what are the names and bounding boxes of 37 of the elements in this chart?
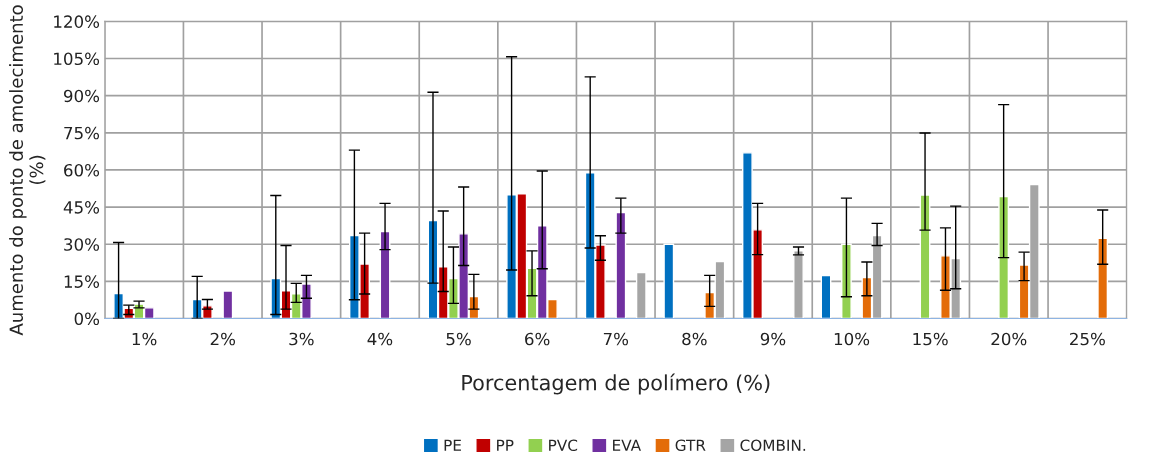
x-tick-label: 20% (991, 332, 1027, 346)
legend-label: GTR (675, 439, 706, 452)
bar (820, 274, 832, 319)
bar (841, 243, 852, 319)
y-tick-label: 60% (64, 163, 100, 177)
x-tick-label: 6% (525, 332, 550, 346)
x-tick-label: 9% (760, 332, 786, 346)
y-tick-label: 45% (63, 201, 100, 214)
x-tick-label: 3% (289, 332, 314, 346)
x-tick-label: 5% (446, 332, 471, 346)
x-tick-label: 1% (132, 332, 157, 346)
y-tick-label: 0% (74, 312, 100, 326)
legend-label: PP (497, 439, 514, 451)
x-tick-label: 15% (913, 332, 948, 346)
x-tick-label: 2% (210, 332, 236, 346)
y-tick-label: 105% (54, 52, 100, 66)
legend-label: PE (444, 439, 461, 451)
y-axis-title: Aumento do ponto de amolecimento (%) (9, 5, 46, 336)
x-axis-title: Porcentagem de polímero (%) (462, 373, 770, 395)
bar (1097, 237, 1109, 319)
y-tick-label: 75% (64, 126, 100, 140)
x-tick-label: 7% (603, 332, 629, 346)
bar (663, 243, 675, 319)
legend-label: EVA (613, 439, 641, 451)
legend-label: COMBIN. (740, 439, 806, 452)
bar (998, 195, 1010, 319)
bar (615, 211, 627, 319)
y-tick-label: 120% (54, 15, 100, 28)
y-tick-label: 90% (63, 89, 100, 103)
x-tick-label: 4% (367, 332, 393, 346)
x-tick-label: 25% (1070, 332, 1105, 346)
y-tick-label: 30% (64, 238, 100, 251)
y-tick-label: 15% (64, 275, 100, 288)
x-tick-label: 10% (834, 332, 870, 346)
legend-label: PVC (549, 439, 578, 452)
bar (222, 290, 234, 319)
x-tick-label: 8% (682, 332, 707, 346)
